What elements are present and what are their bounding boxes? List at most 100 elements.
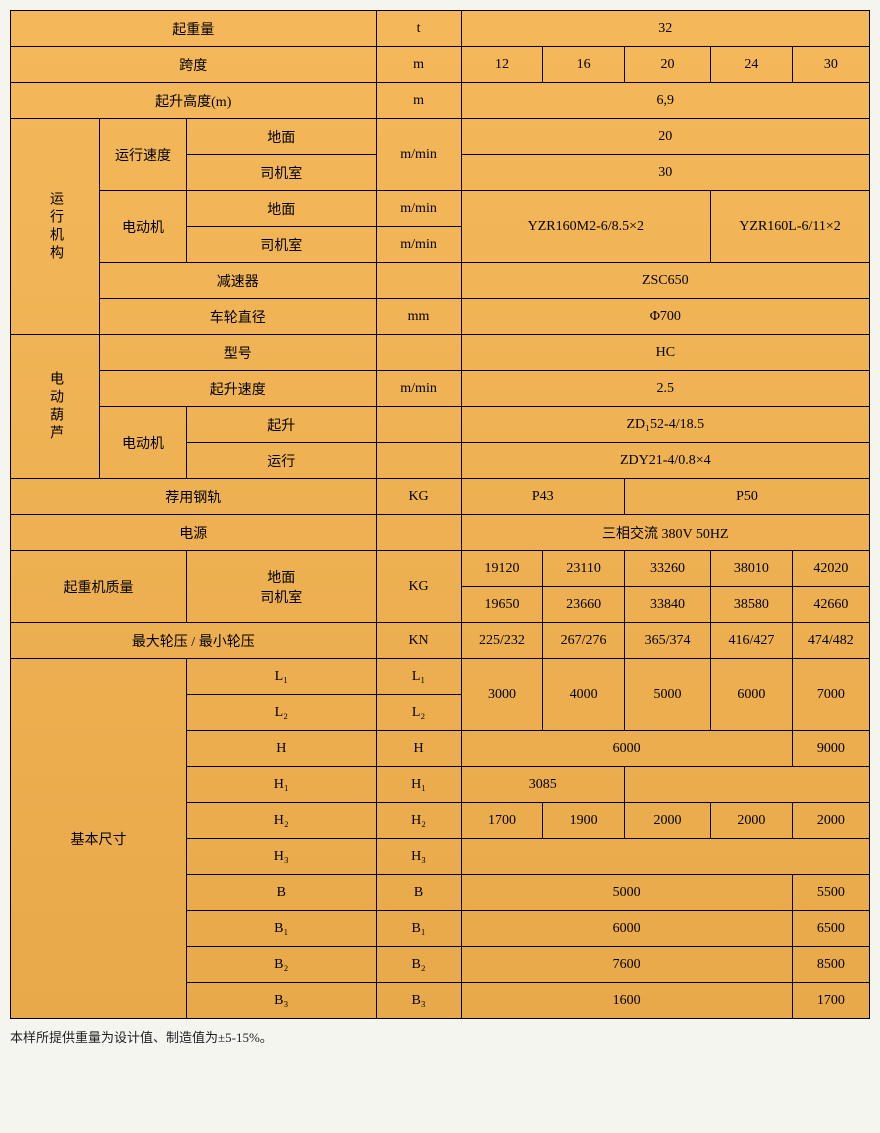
row-dim-L1: 基本尺寸 L₁ L₁ 3000 4000 5000 6000 7000 [11,659,870,695]
dims-label: 基本尺寸 [11,659,187,1019]
sym: L₁ [187,659,376,695]
unit: m [376,83,461,119]
footnote: 本样所提供重量为设计值、制造值为±5-15%。 [10,1027,870,1046]
value: ZD₁52-4/18.5 [461,407,869,443]
val: 12 [461,47,543,83]
sym: H₁ [187,767,376,803]
unit: B₁ [376,911,461,947]
hoist-label: 电动葫芦 [11,335,100,479]
val: 42660 [792,587,869,623]
row-motor-ground: 电动机 地面 m/min YZR160M2-6/8.5×2 YZR160L-6/… [11,191,870,227]
unit: H₁ [376,767,461,803]
val: 1700 [461,803,543,839]
sublabel: 司机室 [187,155,376,191]
label: 起升速度 [100,371,377,407]
sublabel: 地面 [187,191,376,227]
val: 19120 [461,551,543,587]
val: 267/276 [543,623,625,659]
val: 42020 [792,551,869,587]
unit: t [376,11,461,47]
value: YZR160L-6/11×2 [711,191,870,263]
row-hoist-motor-lift: 电动机 起升 ZD₁52-4/18.5 [11,407,870,443]
row-hoist-speed: 起升速度 m/min 2.5 [11,371,870,407]
val: 365/374 [624,623,710,659]
unit [376,515,461,551]
unit: B₃ [376,983,461,1019]
travel-mech-label: 运行机构 [11,119,100,335]
row-wheel-press: 最大轮压 / 最小轮压 KN 225/232 267/276 365/374 4… [11,623,870,659]
val: 23660 [543,587,625,623]
unit: m/min [376,371,461,407]
val: 1900 [543,803,625,839]
value: P50 [624,479,869,515]
sym: L₂ [187,695,376,731]
val: 20 [624,47,710,83]
val: 9000 [792,731,869,767]
unit: H₂ [376,803,461,839]
value: HC [461,335,869,371]
val: 7000 [792,659,869,731]
unit: m/min [376,191,461,227]
val: 2000 [624,803,710,839]
val: 6000 [461,731,792,767]
label: 跨度 [11,47,377,83]
unit: m [376,47,461,83]
sym: H₂ [187,803,376,839]
label: 电动机 [100,407,187,479]
val: 1600 [461,983,792,1019]
sym: H [187,731,376,767]
val: 225/232 [461,623,543,659]
val: 16 [543,47,625,83]
sublabel: 司机室 [187,227,376,263]
specification-table: 起重量 t 32 跨度 m 12 16 20 24 30 起升高度(m) m 6… [10,10,870,1019]
val: 7600 [461,947,792,983]
sym: H₃ [187,839,376,875]
unit: m/min [376,119,461,191]
value: ZSC650 [461,263,869,299]
unit: H₃ [376,839,461,875]
value: P43 [461,479,624,515]
label: 减速器 [100,263,377,299]
value: 2.5 [461,371,869,407]
val: 3085 [461,767,624,803]
label: 荐用钢轨 [11,479,377,515]
sym: B₂ [187,947,376,983]
unit [376,263,461,299]
sym: B₃ [187,983,376,1019]
val: 5000 [624,659,710,731]
row-runspeed-ground: 运行机构 运行速度 地面 m/min 20 [11,119,870,155]
sublabel: 运行 [187,443,376,479]
val: 30 [792,47,869,83]
value: 6,9 [461,83,869,119]
label: 电动机 [100,191,187,263]
label: 起升高度(m) [11,83,377,119]
sublabel: 地面司机室 [187,551,376,623]
row-lifting-capacity: 起重量 t 32 [11,11,870,47]
value: 30 [461,155,869,191]
val: 23110 [543,551,625,587]
unit [376,443,461,479]
val: 38010 [711,551,793,587]
unit: B [376,875,461,911]
label: 运行速度 [100,119,187,191]
val: 5000 [461,875,792,911]
label: 电源 [11,515,377,551]
label: 型号 [100,335,377,371]
row-hoist-model: 电动葫芦 型号 HC [11,335,870,371]
unit: B₂ [376,947,461,983]
value: 20 [461,119,869,155]
val: 19650 [461,587,543,623]
label: 起重机质量 [11,551,187,623]
val: 2000 [792,803,869,839]
value: YZR160M2-6/8.5×2 [461,191,710,263]
val: 474/482 [792,623,869,659]
val: 3000 [461,659,543,731]
sublabel: 地面 [187,119,376,155]
row-rail: 荐用钢轨 KG P43 P50 [11,479,870,515]
val: 4000 [543,659,625,731]
label: 车轮直径 [100,299,377,335]
unit: L₁ [376,659,461,695]
unit: KG [376,551,461,623]
row-mass-ground: 起重机质量 地面司机室 KG 19120 23110 33260 38010 4… [11,551,870,587]
unit: mm [376,299,461,335]
